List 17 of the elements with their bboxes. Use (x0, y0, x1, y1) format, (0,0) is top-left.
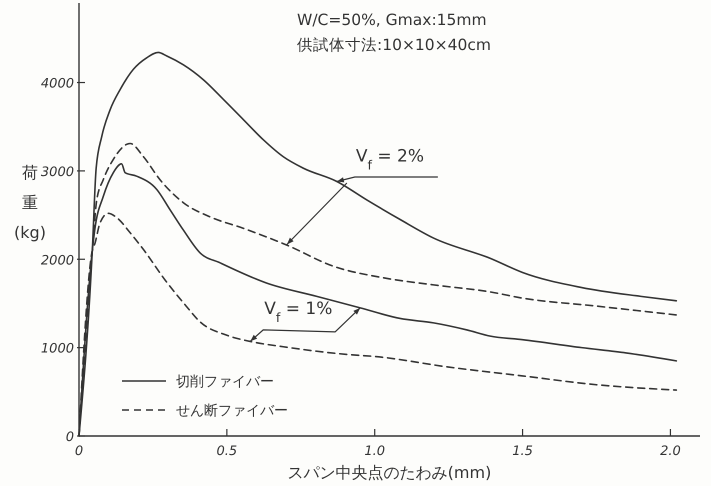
y-tick-label: 3000 (40, 164, 74, 180)
y-tick-label: 0 (66, 430, 74, 445)
y-tick-label: 1000 (40, 342, 74, 357)
text: 供試体寸法:10×10×40cm (297, 36, 491, 54)
legend-label: せん断ファイバー (176, 403, 288, 419)
x-tick-label: 1.0 (364, 444, 386, 459)
x-axis-title: スパン中央点のたわみ(mm) (288, 463, 492, 482)
x-tick-label: 0 (74, 444, 84, 459)
y-tick-label: 2000 (40, 253, 74, 268)
annotation: V$_{f}$ = 2% (356, 146, 424, 173)
legend-label: 切削ファイバー (176, 374, 274, 390)
x-tick-label: 0.5 (216, 444, 238, 459)
x-tick-label: 1.5 (512, 444, 533, 459)
y-tick-label: 4000 (40, 76, 74, 92)
annotation: V$_{f}$ = 1% (264, 298, 332, 326)
x-tick-label: 2.0 (660, 444, 681, 459)
text: W/C=50%, Gmax:15mm (297, 11, 487, 29)
